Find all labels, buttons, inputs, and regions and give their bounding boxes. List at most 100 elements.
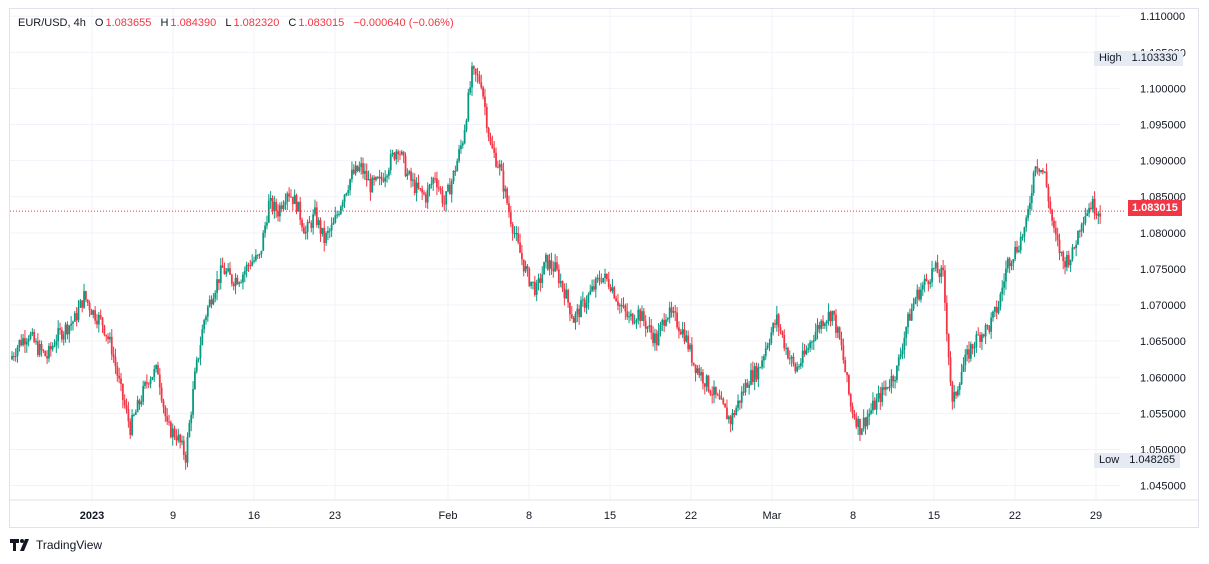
candle-body — [687, 335, 690, 350]
candle-body — [60, 329, 63, 340]
candle-body — [685, 335, 688, 342]
candle-body — [278, 205, 281, 217]
candle-body — [408, 171, 411, 174]
candle-body — [223, 267, 226, 275]
candle-body — [1080, 224, 1083, 232]
symbol-label: EUR/USD, 4h — [18, 17, 86, 29]
candle-body — [347, 190, 350, 194]
candle-body — [35, 341, 37, 343]
candle-body — [975, 334, 978, 348]
candle-body — [90, 310, 93, 315]
candle-body — [321, 227, 324, 234]
candle-body — [827, 311, 830, 321]
candle-body — [53, 345, 56, 347]
candle-body — [751, 370, 754, 382]
candle-body — [190, 414, 193, 424]
candle-body — [110, 336, 113, 355]
candle-body — [284, 201, 287, 205]
candle-body — [127, 409, 130, 422]
candle-body — [44, 351, 47, 357]
candle-body — [314, 207, 316, 215]
candle-body — [59, 328, 61, 330]
candle-body — [236, 277, 239, 285]
candle-body — [94, 310, 97, 321]
last-price-tag: 1.083015 — [1128, 200, 1182, 216]
candle-body — [541, 274, 544, 283]
candle-body — [138, 400, 141, 405]
candle-body — [397, 151, 400, 155]
candle-body — [635, 319, 638, 323]
candle-body — [210, 299, 213, 305]
candle-body — [585, 303, 588, 308]
candle-body — [73, 313, 76, 322]
candle-body — [140, 401, 143, 405]
candle-body — [857, 418, 860, 427]
candle-body — [790, 356, 793, 359]
candle-body — [399, 154, 401, 156]
candle-body — [877, 393, 880, 399]
candle-body — [1045, 171, 1048, 187]
candle-body — [125, 405, 128, 410]
candle-body — [402, 151, 405, 157]
candle-body — [770, 332, 773, 343]
candle-body — [881, 387, 884, 403]
candle-body — [775, 314, 778, 325]
candle-body — [195, 359, 198, 372]
candle-body — [70, 323, 73, 326]
candle-body — [757, 367, 760, 380]
candle-body — [315, 207, 318, 225]
candle-body — [598, 277, 601, 282]
candle-body — [648, 325, 651, 327]
candle-body — [748, 384, 751, 388]
candle-body — [966, 349, 969, 355]
candle-body — [546, 254, 549, 270]
candle-body — [604, 273, 606, 278]
candle-body — [406, 173, 409, 177]
candle-body — [988, 325, 991, 332]
candle-body — [587, 294, 590, 304]
candle-body — [811, 341, 813, 343]
candle-body — [1075, 244, 1078, 249]
candle-body — [107, 336, 109, 340]
candle-body — [496, 166, 499, 168]
candle-body — [33, 331, 36, 342]
candle-body — [825, 320, 828, 324]
candle-body — [639, 309, 642, 321]
candle-body — [761, 360, 763, 368]
candle-body — [1051, 209, 1054, 221]
candle-body — [530, 281, 533, 286]
tradingview-brand[interactable]: TradingView — [10, 538, 102, 552]
candle-body — [68, 325, 71, 335]
candle-body — [345, 193, 348, 195]
candle-body — [358, 167, 361, 172]
candle-body — [129, 421, 132, 435]
candle-body — [301, 219, 303, 228]
candle-body — [958, 384, 961, 390]
candle-body — [668, 307, 671, 319]
candle-body — [286, 193, 289, 202]
high-value: 1.084390 — [170, 17, 217, 29]
candle-body — [1016, 246, 1018, 252]
candle-body — [631, 313, 634, 324]
candle-body — [116, 366, 119, 376]
candle-body — [629, 313, 632, 317]
candle-body — [434, 178, 436, 180]
candle-body — [899, 354, 902, 358]
candle-body — [982, 334, 985, 337]
candle-body — [299, 201, 302, 220]
candle-body — [157, 365, 159, 375]
candle-body — [742, 391, 745, 393]
candle-body — [1032, 172, 1035, 194]
candle-body — [227, 268, 230, 272]
candle-body — [188, 423, 191, 437]
candle-body — [522, 259, 525, 272]
y-tick-label: 1.100000 — [1140, 83, 1186, 95]
candle-body — [267, 200, 270, 223]
candle-body — [365, 171, 368, 181]
candle-body — [1017, 250, 1020, 252]
candle-body — [415, 182, 418, 194]
candle-body — [136, 400, 139, 413]
candle-body — [456, 160, 459, 172]
candle-body — [591, 286, 594, 291]
x-tick-label: Feb — [439, 510, 458, 522]
